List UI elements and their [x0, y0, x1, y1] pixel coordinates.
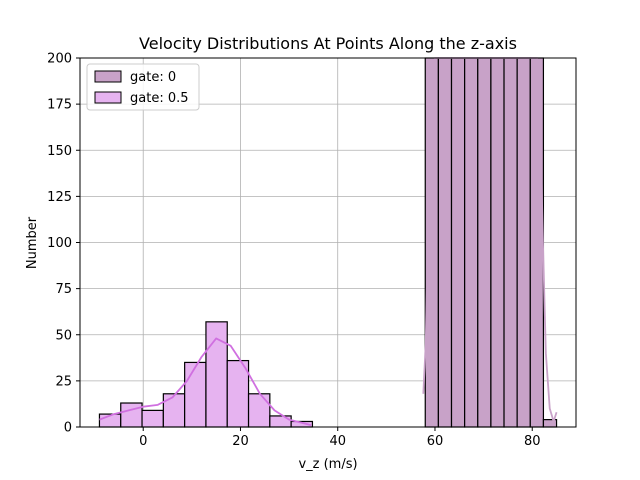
bar-gate-0 [503, 57, 518, 428]
bar-gate-0 [450, 57, 466, 428]
y-tick-label: 175 [47, 98, 72, 113]
y-tick-label: 100 [47, 236, 72, 251]
x-axis-label: v_z (m/s) [298, 457, 357, 472]
kde-line-gate-0 [422, 57, 558, 423]
bar-gate-0-5 [269, 415, 292, 428]
bar-gate-0 [516, 57, 531, 428]
bar-gate-0 [437, 57, 453, 428]
kde-layer [99, 57, 558, 427]
bar-gate-0 [529, 57, 545, 428]
x-tick-label: 0 [139, 434, 147, 449]
legend: gate: 0 gate: 0.5 [86, 63, 200, 111]
bar-gate-0 [464, 57, 479, 428]
bar-gate-0 [490, 57, 505, 428]
bar-gate-0-5 [120, 402, 143, 428]
bar-gate-0-5 [247, 393, 271, 428]
kde-line-gate-0-5 [99, 337, 312, 427]
x-tick-label: 40 [329, 434, 346, 449]
x-tick-label: 80 [524, 434, 541, 449]
y-tick-label: 75 [55, 282, 72, 297]
bar-gate-0-5 [226, 359, 250, 428]
legend-label-gate-0-5: gate: 0.5 [130, 91, 189, 106]
bar-gate-0-5 [162, 393, 186, 428]
y-tick-label: 125 [47, 190, 72, 205]
y-tick-label: 0 [64, 421, 72, 436]
y-axis-label: Number [25, 216, 40, 269]
chart-title: Velocity Distributions At Points Along t… [139, 34, 517, 53]
bar-gate-0-5 [141, 409, 164, 428]
bar-gate-0-5 [184, 361, 207, 428]
ticks-layer: 0 20 40 60 80 0 25 50 75 100 125 150 175 200 [47, 52, 540, 450]
y-tick-label: 50 [55, 328, 72, 343]
legend-label-gate-0: gate: 0 [130, 70, 176, 85]
y-tick-label: 150 [47, 144, 72, 159]
bar-gate-0-5 [205, 321, 228, 428]
legend-swatch-gate-0 [94, 70, 122, 83]
bar-gate-0 [477, 57, 492, 428]
y-tick-label: 200 [47, 52, 72, 67]
legend-swatch-gate-0-5 [94, 91, 122, 104]
x-tick-label: 20 [232, 434, 249, 449]
y-tick-label: 25 [55, 374, 72, 389]
x-tick-label: 60 [427, 434, 444, 449]
